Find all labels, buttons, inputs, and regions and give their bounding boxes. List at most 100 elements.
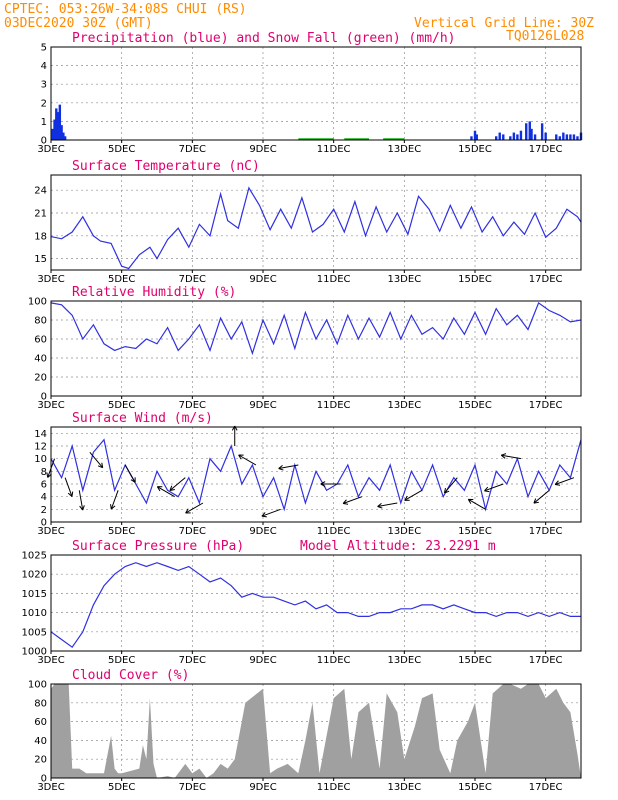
wind-arrow-head [156, 486, 163, 492]
wind-arrow-head [500, 453, 507, 459]
x-tick-label: 5DEC [108, 655, 135, 666]
wind-arrow-head [97, 462, 104, 469]
precip-bar [53, 119, 56, 140]
x-tick-label: 15DEC [458, 400, 492, 411]
y-tick-label: 1010 [22, 608, 47, 619]
x-tick-label: 7DEC [179, 144, 206, 155]
y-tick-label: 1020 [22, 570, 47, 581]
y-tick-label: 60 [34, 335, 47, 346]
wind-arrow-head [404, 495, 410, 501]
x-tick-label: 9DEC [249, 400, 276, 411]
wind-arrow-head [79, 505, 85, 511]
x-tick-label: 3DEC [37, 655, 64, 666]
panel-temp: 15 18 21 24 3DEC 5DEC 7DEC 9DEC 11DEC 13DEC 15DEC 1… [34, 159, 582, 285]
x-tick-label: 11DEC [317, 782, 351, 793]
wind-arrow-head [261, 512, 267, 518]
panel-precip: 0 1 2 3 4 5 3DEC 5DEC 7DEC 9DEC 11DEC 13DEC 15DEC 17D… [37, 31, 583, 155]
precip-bar [475, 134, 478, 140]
x-tick-label: 13DEC [387, 782, 421, 793]
temp-line [50, 186, 582, 270]
wind-arrow [444, 477, 458, 494]
y-tick-label: 1015 [22, 589, 47, 600]
wind-arrow [484, 483, 504, 492]
y-tick-label: 6 [41, 480, 47, 491]
x-tick-label: 9DEC [249, 526, 276, 537]
x-tick-label: 17DEC [529, 144, 563, 155]
x-tick-label: 9DEC [249, 144, 276, 155]
run-id: TQ0126L028 [506, 29, 584, 44]
wind-arrow [533, 489, 550, 504]
y-tick-label: 4 [41, 492, 47, 503]
wind-arrow [404, 489, 423, 501]
x-tick-label: 9DEC [249, 274, 276, 285]
y-tick-label: 1005 [22, 627, 47, 638]
x-tick-label: 11DEC [317, 400, 351, 411]
x-tick-label: 3DEC [37, 526, 64, 537]
wind-arrow [238, 454, 257, 466]
precip-bar [55, 108, 58, 140]
x-tick-label: 9DEC [249, 655, 276, 666]
y-tick-label: 20 [34, 755, 47, 766]
wind-arrow-head [443, 487, 450, 494]
precip-bar [51, 128, 54, 140]
wind-arrow [110, 490, 119, 510]
y-tick-label: 2 [41, 505, 47, 516]
y-tick-label: 1025 [22, 551, 47, 562]
precip-title: Precipitation (blue) and Snow Fall (gree… [72, 31, 456, 46]
plot-frame [50, 683, 582, 779]
wind-arrow [468, 498, 486, 510]
precip-bar [62, 132, 65, 140]
y-tick-label: 20 [34, 373, 47, 384]
wind-arrow-head [169, 485, 175, 492]
x-tick-label: 13DEC [387, 144, 421, 155]
wind-arrow [377, 502, 398, 507]
x-tick-label: 17DEC [529, 400, 563, 411]
y-tick-label: 15 [34, 254, 47, 265]
y-tick-label: 8 [41, 467, 47, 478]
y-tick-label: 40 [34, 354, 47, 365]
plot-frame [50, 426, 582, 523]
wind-arrow-head [467, 498, 474, 504]
y-tick-label: 4 [41, 61, 47, 72]
wind-arrow-head [185, 508, 191, 514]
plot-frame [50, 300, 582, 397]
precip-bar [502, 134, 505, 140]
y-tick-label: 2 [41, 98, 47, 109]
x-tick-label: 15DEC [458, 274, 492, 285]
y-tick-label: 24 [34, 186, 47, 197]
x-tick-label: 17DEC [529, 782, 563, 793]
precip-bar [544, 132, 547, 140]
y-tick-label: 0 [41, 774, 47, 785]
grid-line-note: Vertical Grid Line: 30Z [414, 16, 594, 31]
wind-arrow [554, 477, 575, 485]
precip-bar [63, 136, 67, 140]
precip-bar [540, 123, 544, 140]
precip-bar [572, 134, 576, 140]
x-tick-label: 15DEC [458, 655, 492, 666]
wind-arrow-head [67, 491, 74, 497]
precip-bar [58, 104, 62, 140]
wind-arrow-head [342, 499, 349, 505]
x-tick-label: 5DEC [108, 526, 135, 537]
precip-bar [509, 136, 512, 140]
y-tick-label: 0 [41, 136, 47, 147]
wind-arrow [89, 452, 104, 468]
cloud-title: Cloud Cover (%) [72, 668, 189, 683]
panel-pressure: 1000 1005 1010 1015 1020 1025 3DEC 5DEC 7DEC 9DEC… [22, 539, 582, 666]
x-tick-label: 15DEC [458, 144, 492, 155]
wind-arrow [185, 502, 204, 514]
wind-arrow [157, 486, 175, 498]
x-tick-label: 7DEC [179, 655, 206, 666]
station-header: CPTEC: 053:26W-34:08S CHUI (RS) [4, 2, 247, 17]
x-tick-label: 3DEC [37, 274, 64, 285]
wind-arrow-head [110, 504, 116, 510]
precip-bar [565, 134, 569, 140]
x-tick-label: 5DEC [108, 782, 135, 793]
precip-bar [498, 132, 501, 140]
x-tick-label: 7DEC [179, 400, 206, 411]
precip-bar [60, 125, 63, 140]
wind-arrow-head [278, 464, 284, 471]
y-tick-label: 3 [41, 80, 47, 91]
wind-arrow-head [554, 480, 561, 486]
